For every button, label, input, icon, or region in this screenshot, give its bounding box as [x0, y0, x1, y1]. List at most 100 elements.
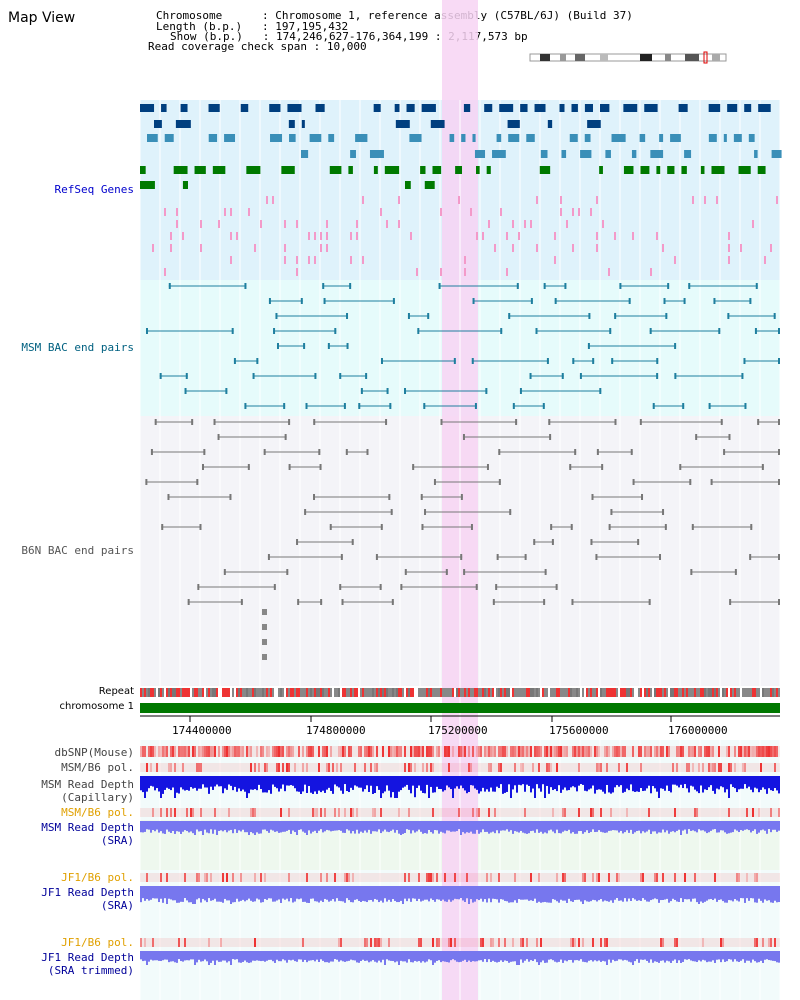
heat-cell: [366, 746, 368, 757]
heat-cell: [384, 763, 386, 772]
gene-glyph: [748, 134, 755, 142]
depth-bar: [520, 886, 522, 900]
heat-cell: [778, 938, 780, 947]
heat-cell: [302, 763, 304, 772]
depth-bar: [232, 951, 234, 960]
heat-cell: [272, 873, 274, 882]
depth-bar: [610, 776, 612, 794]
repeat-glyph: [362, 688, 364, 697]
heat-cell: [264, 763, 266, 772]
depth-bar: [774, 886, 776, 901]
heat-cell: [570, 808, 572, 817]
heat-cell: [696, 873, 698, 882]
depth-bar: [228, 951, 230, 962]
depth-bar: [562, 886, 564, 901]
heat-cell: [244, 873, 246, 882]
depth-bar: [550, 776, 552, 788]
heat-cell: [380, 938, 382, 947]
depth-bar: [224, 951, 226, 961]
depth-bar: [672, 886, 674, 899]
msm-bac-label: MSM BAC end pairs: [21, 341, 134, 354]
depth-bar: [320, 821, 322, 830]
heat-cell: [690, 938, 692, 947]
heat-cell: [464, 746, 466, 757]
depth-bar: [340, 886, 342, 902]
heat-cell: [752, 938, 754, 947]
depth-bar: [400, 821, 402, 835]
heat-cell: [332, 808, 334, 817]
heat-cell: [460, 938, 462, 947]
heat-cell: [250, 938, 252, 947]
repeat-glyph: [666, 688, 668, 697]
depth-bar: [676, 821, 678, 831]
depth-bar: [692, 886, 694, 899]
depth-bar: [434, 951, 436, 963]
heat-cell: [566, 808, 568, 817]
depth-bar: [506, 951, 508, 962]
depth-bar: [626, 776, 628, 789]
repeat-glyph: [236, 688, 238, 697]
heat-cell: [172, 808, 174, 817]
heat-cell: [284, 746, 286, 757]
heat-cell: [382, 763, 384, 772]
depth-bar: [718, 886, 720, 900]
depth-bar: [738, 776, 740, 790]
heat-cell: [654, 808, 656, 817]
depth-bar: [340, 951, 342, 961]
repeat-glyph: [694, 688, 696, 697]
heat-cell: [156, 808, 158, 817]
heat-cell: [746, 938, 748, 947]
depth-bar: [514, 951, 516, 962]
depth-bar: [656, 951, 658, 962]
depth-bar: [710, 886, 712, 899]
depth-bar: [662, 951, 664, 961]
heat-cell: [676, 746, 678, 757]
gene-marker: [314, 256, 316, 264]
depth-bar: [452, 821, 454, 832]
depth-bar: [488, 776, 490, 792]
repeat-glyph: [352, 688, 354, 697]
depth-bar: [492, 821, 494, 832]
heat-cell: [258, 746, 260, 757]
heat-cell: [474, 763, 476, 772]
depth-bar: [180, 886, 182, 902]
heat-cell: [574, 938, 576, 947]
depth-bar: [770, 886, 772, 903]
heat-cell: [276, 873, 278, 882]
heat-cell: [360, 938, 362, 947]
heat-cell: [680, 746, 682, 757]
depth-bar: [744, 821, 746, 830]
heat-cell: [314, 746, 316, 757]
heat-cell: [558, 873, 560, 882]
depth-bar: [482, 821, 484, 830]
heat-cell: [330, 873, 332, 882]
heat-cell: [540, 873, 542, 882]
heat-cell: [170, 808, 172, 817]
heat-cell: [672, 873, 674, 882]
depth-bar: [450, 821, 452, 832]
heat-cell: [728, 808, 730, 817]
heat-cell: [408, 873, 410, 882]
heat-cell: [404, 873, 406, 882]
depth-bar: [476, 821, 478, 830]
heat-cell: [284, 763, 286, 772]
heat-cell: [518, 938, 520, 947]
gene-glyph: [757, 166, 766, 174]
depth-bar: [768, 776, 770, 789]
depth-bar: [760, 776, 762, 790]
heat-cell: [164, 873, 166, 882]
heat-cell: [278, 763, 280, 772]
repeat-glyph: [510, 688, 512, 697]
repeat-glyph: [498, 688, 500, 697]
heat-cell: [458, 763, 460, 772]
heat-cell: [546, 873, 548, 882]
bac-end: [327, 343, 330, 349]
heat-cell: [360, 873, 362, 882]
heat-cell: [296, 746, 298, 757]
heat-cell: [174, 808, 176, 817]
heat-cell: [494, 873, 496, 882]
heat-cell: [632, 873, 634, 882]
heat-cell: [606, 763, 608, 772]
depth-bar: [142, 886, 144, 899]
